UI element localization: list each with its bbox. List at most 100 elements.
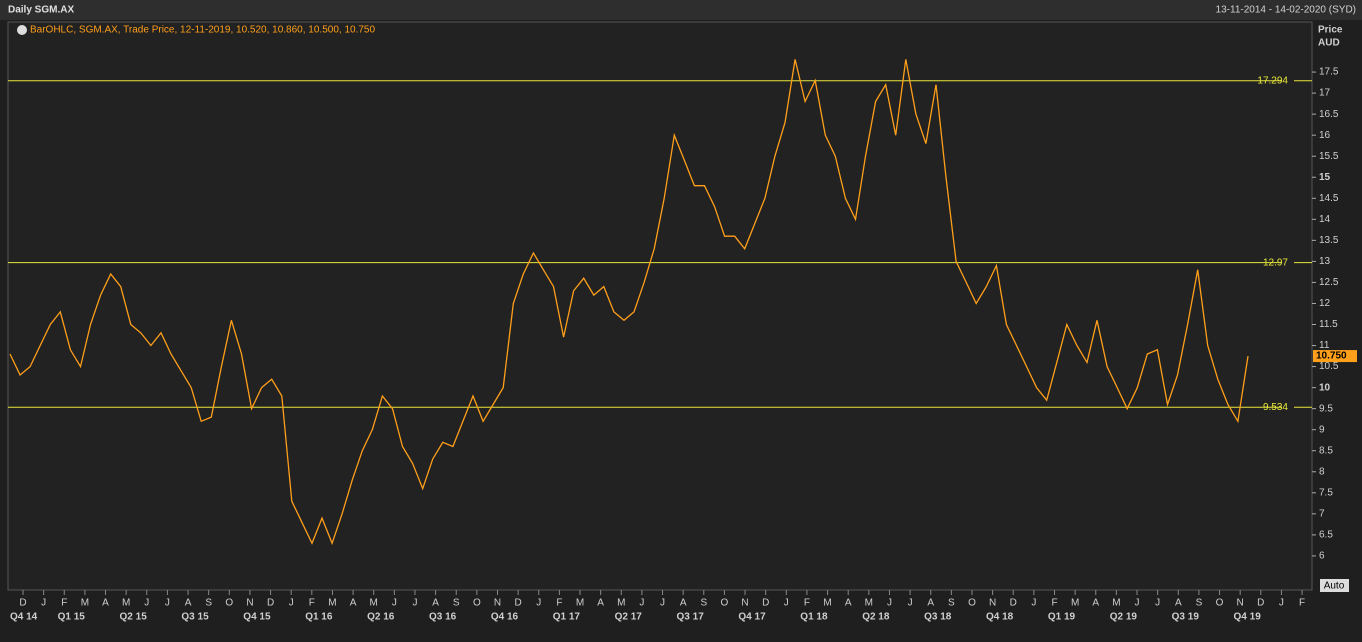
- y-tick-label: 13: [1319, 256, 1331, 267]
- x-tick-label: J: [165, 598, 170, 609]
- quarter-label: Q3 17: [677, 612, 705, 623]
- x-tick-label: A: [680, 598, 687, 609]
- quarter-label: Q3 18: [924, 612, 952, 623]
- y-tick-label: 17: [1319, 88, 1331, 99]
- x-tick-label: J: [1279, 598, 1284, 609]
- quarter-label: Q4 18: [986, 612, 1014, 623]
- x-tick-label: O: [473, 598, 481, 609]
- x-tick-label: M: [1071, 598, 1079, 609]
- x-tick-label: M: [865, 598, 873, 609]
- x-tick-label: S: [1196, 598, 1203, 609]
- x-tick-label: J: [784, 598, 789, 609]
- x-tick-label: J: [660, 598, 665, 609]
- legend-icon: [17, 25, 27, 35]
- y-tick-label: 6: [1319, 551, 1325, 562]
- last-value-label: 10.750: [1316, 351, 1347, 362]
- x-tick-label: A: [350, 598, 357, 609]
- chart-title: Daily SGM.AX: [8, 5, 74, 16]
- x-tick-label: F: [556, 598, 562, 609]
- x-tick-label: N: [494, 598, 501, 609]
- quarter-label: Q2 18: [862, 612, 890, 623]
- y-tick-label: 17.5: [1319, 67, 1339, 78]
- legend-text: BarOHLC, SGM.AX, Trade Price, 12-11-2019…: [30, 25, 375, 36]
- y-tick-label: 12: [1319, 298, 1331, 309]
- x-tick-label: F: [1299, 598, 1305, 609]
- last-value-tag: [1313, 350, 1357, 363]
- x-tick-label: J: [639, 598, 644, 609]
- x-tick-label: N: [741, 598, 748, 609]
- y-tick-label: 14: [1319, 214, 1331, 225]
- x-tick-label: A: [102, 598, 109, 609]
- x-tick-label: J: [412, 598, 417, 609]
- x-tick-label: M: [617, 598, 625, 609]
- y-tick-label: 16: [1319, 130, 1331, 141]
- x-tick-label: A: [927, 598, 934, 609]
- x-tick-label: O: [968, 598, 976, 609]
- x-tick-label: A: [1092, 598, 1099, 609]
- level-label: 9.534: [1263, 402, 1288, 413]
- quarter-label: Q4 17: [738, 612, 766, 623]
- y-tick-label: 10: [1319, 382, 1331, 393]
- y-tick-label: 12.5: [1319, 277, 1339, 288]
- auto-button-label[interactable]: Auto: [1324, 581, 1345, 592]
- quarter-label: Q3 16: [429, 612, 457, 623]
- quarter-label: Q2 15: [120, 612, 148, 623]
- x-tick-label: J: [1031, 598, 1036, 609]
- y-tick-label: 9.5: [1319, 403, 1333, 414]
- x-tick-label: N: [246, 598, 253, 609]
- plot-area: [7, 21, 1313, 591]
- x-tick-label: O: [721, 598, 729, 609]
- header-bar: [0, 0, 1362, 20]
- x-tick-label: S: [948, 598, 955, 609]
- quarter-label: Q3 15: [181, 612, 209, 623]
- y-tick-label: 8: [1319, 466, 1325, 477]
- x-tick-label: M: [1112, 598, 1120, 609]
- level-label: 17.294: [1257, 75, 1288, 86]
- x-tick-label: O: [1216, 598, 1224, 609]
- quarter-label: Q1 15: [58, 612, 86, 623]
- x-tick-label: M: [370, 598, 378, 609]
- price-line: [9, 59, 1249, 546]
- x-tick-label: J: [908, 598, 913, 609]
- y-tick-label: 11.5: [1319, 319, 1338, 330]
- y-tick-label: 11: [1319, 340, 1330, 351]
- x-tick-label: D: [1010, 598, 1017, 609]
- x-tick-label: M: [122, 598, 130, 609]
- y-tick-label: 15: [1319, 172, 1331, 183]
- y-tick-label: 16.5: [1319, 109, 1339, 120]
- x-tick-label: M: [576, 598, 584, 609]
- quarter-label: Q4 16: [491, 612, 519, 623]
- x-tick-label: A: [597, 598, 604, 609]
- x-tick-label: M: [81, 598, 89, 609]
- x-tick-label: A: [432, 598, 439, 609]
- y-axis-label: Price: [1318, 25, 1343, 36]
- y-axis-label: AUD: [1318, 38, 1340, 49]
- x-tick-label: D: [267, 598, 274, 609]
- x-tick-label: J: [1135, 598, 1140, 609]
- x-tick-label: D: [762, 598, 769, 609]
- date-range: 13-11-2014 - 14-02-2020 (SYD): [1216, 5, 1356, 16]
- y-tick-label: 7.5: [1319, 487, 1333, 498]
- quarter-label: Q4 15: [243, 612, 271, 623]
- quarter-label: Q1 18: [800, 612, 828, 623]
- x-tick-label: S: [453, 598, 460, 609]
- auto-button[interactable]: [1320, 579, 1349, 592]
- y-tick-label: 10.5: [1319, 361, 1339, 372]
- quarter-label: Q4 19: [1234, 612, 1262, 623]
- x-tick-label: A: [1175, 598, 1182, 609]
- x-tick-label: M: [823, 598, 831, 609]
- x-tick-label: A: [185, 598, 192, 609]
- x-tick-label: O: [225, 598, 233, 609]
- quarter-label: Q1 17: [553, 612, 581, 623]
- x-tick-label: J: [1155, 598, 1160, 609]
- y-tick-label: 6.5: [1319, 530, 1333, 541]
- x-tick-label: D: [515, 598, 522, 609]
- y-tick-label: 7: [1319, 508, 1325, 519]
- x-tick-label: J: [392, 598, 397, 609]
- x-tick-label: F: [61, 598, 67, 609]
- y-tick-label: 14.5: [1319, 193, 1339, 204]
- x-tick-label: J: [289, 598, 294, 609]
- y-tick-label: 9: [1319, 424, 1325, 435]
- x-tick-label: J: [536, 598, 541, 609]
